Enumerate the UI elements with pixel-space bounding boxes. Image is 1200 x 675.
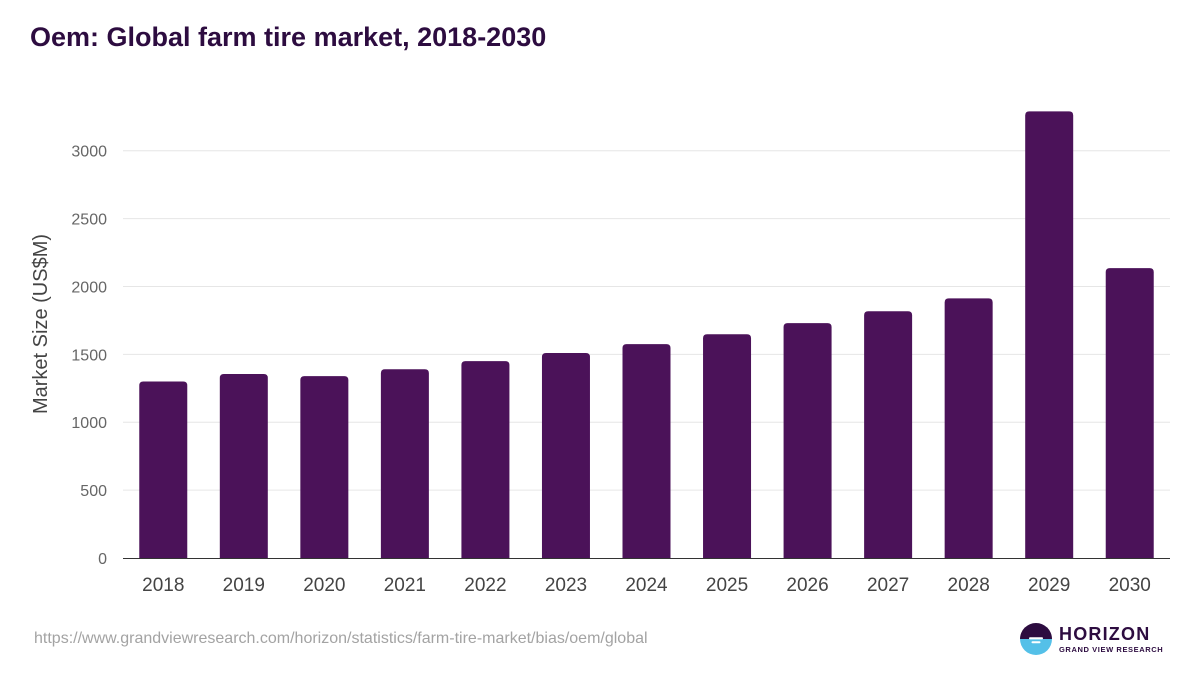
bar-2027[interactable] (864, 311, 913, 558)
y-axis-label: Market Size (US$M) (30, 234, 52, 414)
bar-2026[interactable] (783, 323, 832, 558)
bar-2024[interactable] (622, 344, 671, 558)
bar-2021[interactable] (380, 369, 429, 558)
bar-2022[interactable] (461, 361, 510, 558)
bar-2019[interactable] (219, 374, 268, 558)
x-tick-label: 2022 (464, 575, 506, 596)
x-tick-label: 2024 (625, 575, 668, 596)
bar-2020[interactable] (300, 376, 349, 558)
horizon-logo-icon (1020, 623, 1052, 655)
x-tick-label: 2030 (1109, 575, 1151, 596)
x-tick-label: 2029 (1028, 575, 1070, 596)
bar-2028[interactable] (944, 298, 993, 558)
bar-2018[interactable] (139, 381, 188, 558)
y-axis-ticks: 0 500 1000 1500 2000 2500 3000 (71, 144, 107, 568)
bar-chart: 0 500 1000 1500 2000 2500 3000 2018 2019 2020 202… (30, 111, 1170, 596)
horizon-logo[interactable]: HORIZON GRAND VIEW RESEARCH (1019, 622, 1163, 656)
x-tick-label: 2026 (786, 575, 828, 596)
x-tick-label: 2028 (948, 575, 990, 596)
bar-2025[interactable] (703, 334, 752, 558)
y-tick-label: 500 (80, 483, 107, 500)
x-tick-label: 2020 (303, 575, 345, 596)
y-tick-label: 0 (98, 551, 107, 568)
chart-title: Oem: Global farm tire market, 2018-2030 (30, 22, 547, 52)
logo-tagline: GRAND VIEW RESEARCH (1059, 644, 1164, 654)
bar-2023[interactable] (541, 353, 590, 558)
source-url[interactable]: https://www.grandviewresearch.com/horizo… (34, 630, 648, 647)
bar-2029[interactable] (1025, 111, 1074, 558)
x-tick-label: 2027 (867, 575, 909, 596)
x-axis-ticks: 2018 2019 2020 2021 2022 2023 2024 2025 2026 2027… (142, 575, 1151, 596)
y-tick-label: 2500 (71, 212, 107, 229)
x-tick-label: 2023 (545, 575, 587, 596)
x-tick-label: 2019 (223, 575, 265, 596)
logo-name: HORIZON (1059, 623, 1151, 644)
x-tick-label: 2021 (384, 575, 426, 596)
x-tick-label: 2018 (142, 575, 184, 596)
y-tick-label: 3000 (71, 144, 107, 161)
bar-2030[interactable] (1105, 268, 1154, 558)
x-tick-label: 2025 (706, 575, 748, 596)
y-tick-label: 2000 (71, 279, 107, 296)
bars (139, 111, 1154, 558)
y-tick-label: 1000 (71, 415, 107, 432)
y-tick-label: 1500 (71, 347, 107, 364)
